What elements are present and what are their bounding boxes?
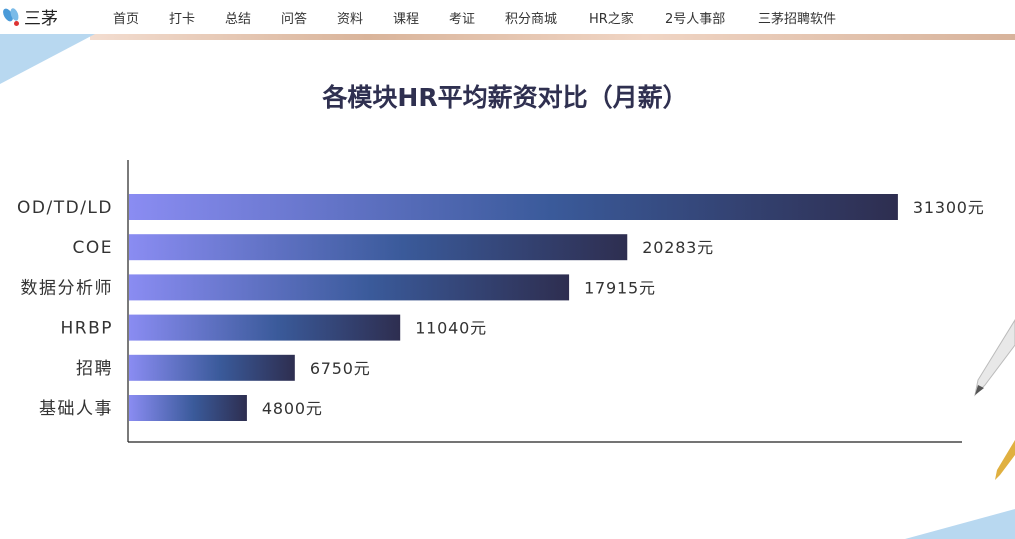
nav-item[interactable]: HR之家 <box>589 12 634 27</box>
nav-item[interactable]: 总结 <box>225 12 252 27</box>
chart-title: 各模块HR平均薪资对比（月薪） <box>321 83 687 112</box>
bar <box>129 194 898 220</box>
nav-item[interactable]: 课程 <box>393 12 420 27</box>
bar <box>129 274 570 301</box>
top-nav: 三茅 首页 打卡 总结 问答 资料 课程 考证 积分商城 HR之家 2号人事部 三茅招聘软件 <box>0 0 1015 34</box>
data-label: 20283元 <box>642 238 714 257</box>
bar <box>129 314 401 341</box>
bar <box>129 234 628 261</box>
nav-item[interactable]: 首页 <box>113 12 140 27</box>
data-label: 31300元 <box>913 198 985 217</box>
nav-item[interactable]: 2号人事部 <box>665 12 726 27</box>
corner-decoration <box>905 509 1015 539</box>
nav-item[interactable]: 问答 <box>281 12 308 27</box>
data-label: 17915元 <box>584 278 656 297</box>
bar <box>129 395 247 421</box>
category-label: HRBP <box>60 319 113 339</box>
data-label: 4800元 <box>262 399 323 418</box>
header-stripe <box>90 34 1015 40</box>
dragonfly-logo-icon <box>1 6 22 28</box>
nav-item[interactable]: 考证 <box>449 12 476 27</box>
category-label: 招聘 <box>76 359 113 379</box>
pencil-decoration <box>974 319 1015 480</box>
category-label: 数据分析师 <box>21 278 114 298</box>
bar <box>129 354 295 381</box>
category-label: OD/TD/LD <box>17 198 113 218</box>
corner-decoration <box>0 34 95 84</box>
logo-text: 三茅 <box>24 9 58 29</box>
nav-item[interactable]: 打卡 <box>169 12 196 27</box>
category-label: 基础人事 <box>39 399 113 419</box>
nav-item[interactable]: 积分商城 <box>505 12 558 27</box>
data-label: 11040元 <box>415 319 487 338</box>
nav-item[interactable]: 资料 <box>337 12 364 27</box>
logo[interactable]: 三茅 <box>1 4 58 29</box>
category-label: COE <box>73 238 114 258</box>
data-label: 6750元 <box>310 359 371 378</box>
nav-item[interactable]: 三茅招聘软件 <box>758 12 837 27</box>
